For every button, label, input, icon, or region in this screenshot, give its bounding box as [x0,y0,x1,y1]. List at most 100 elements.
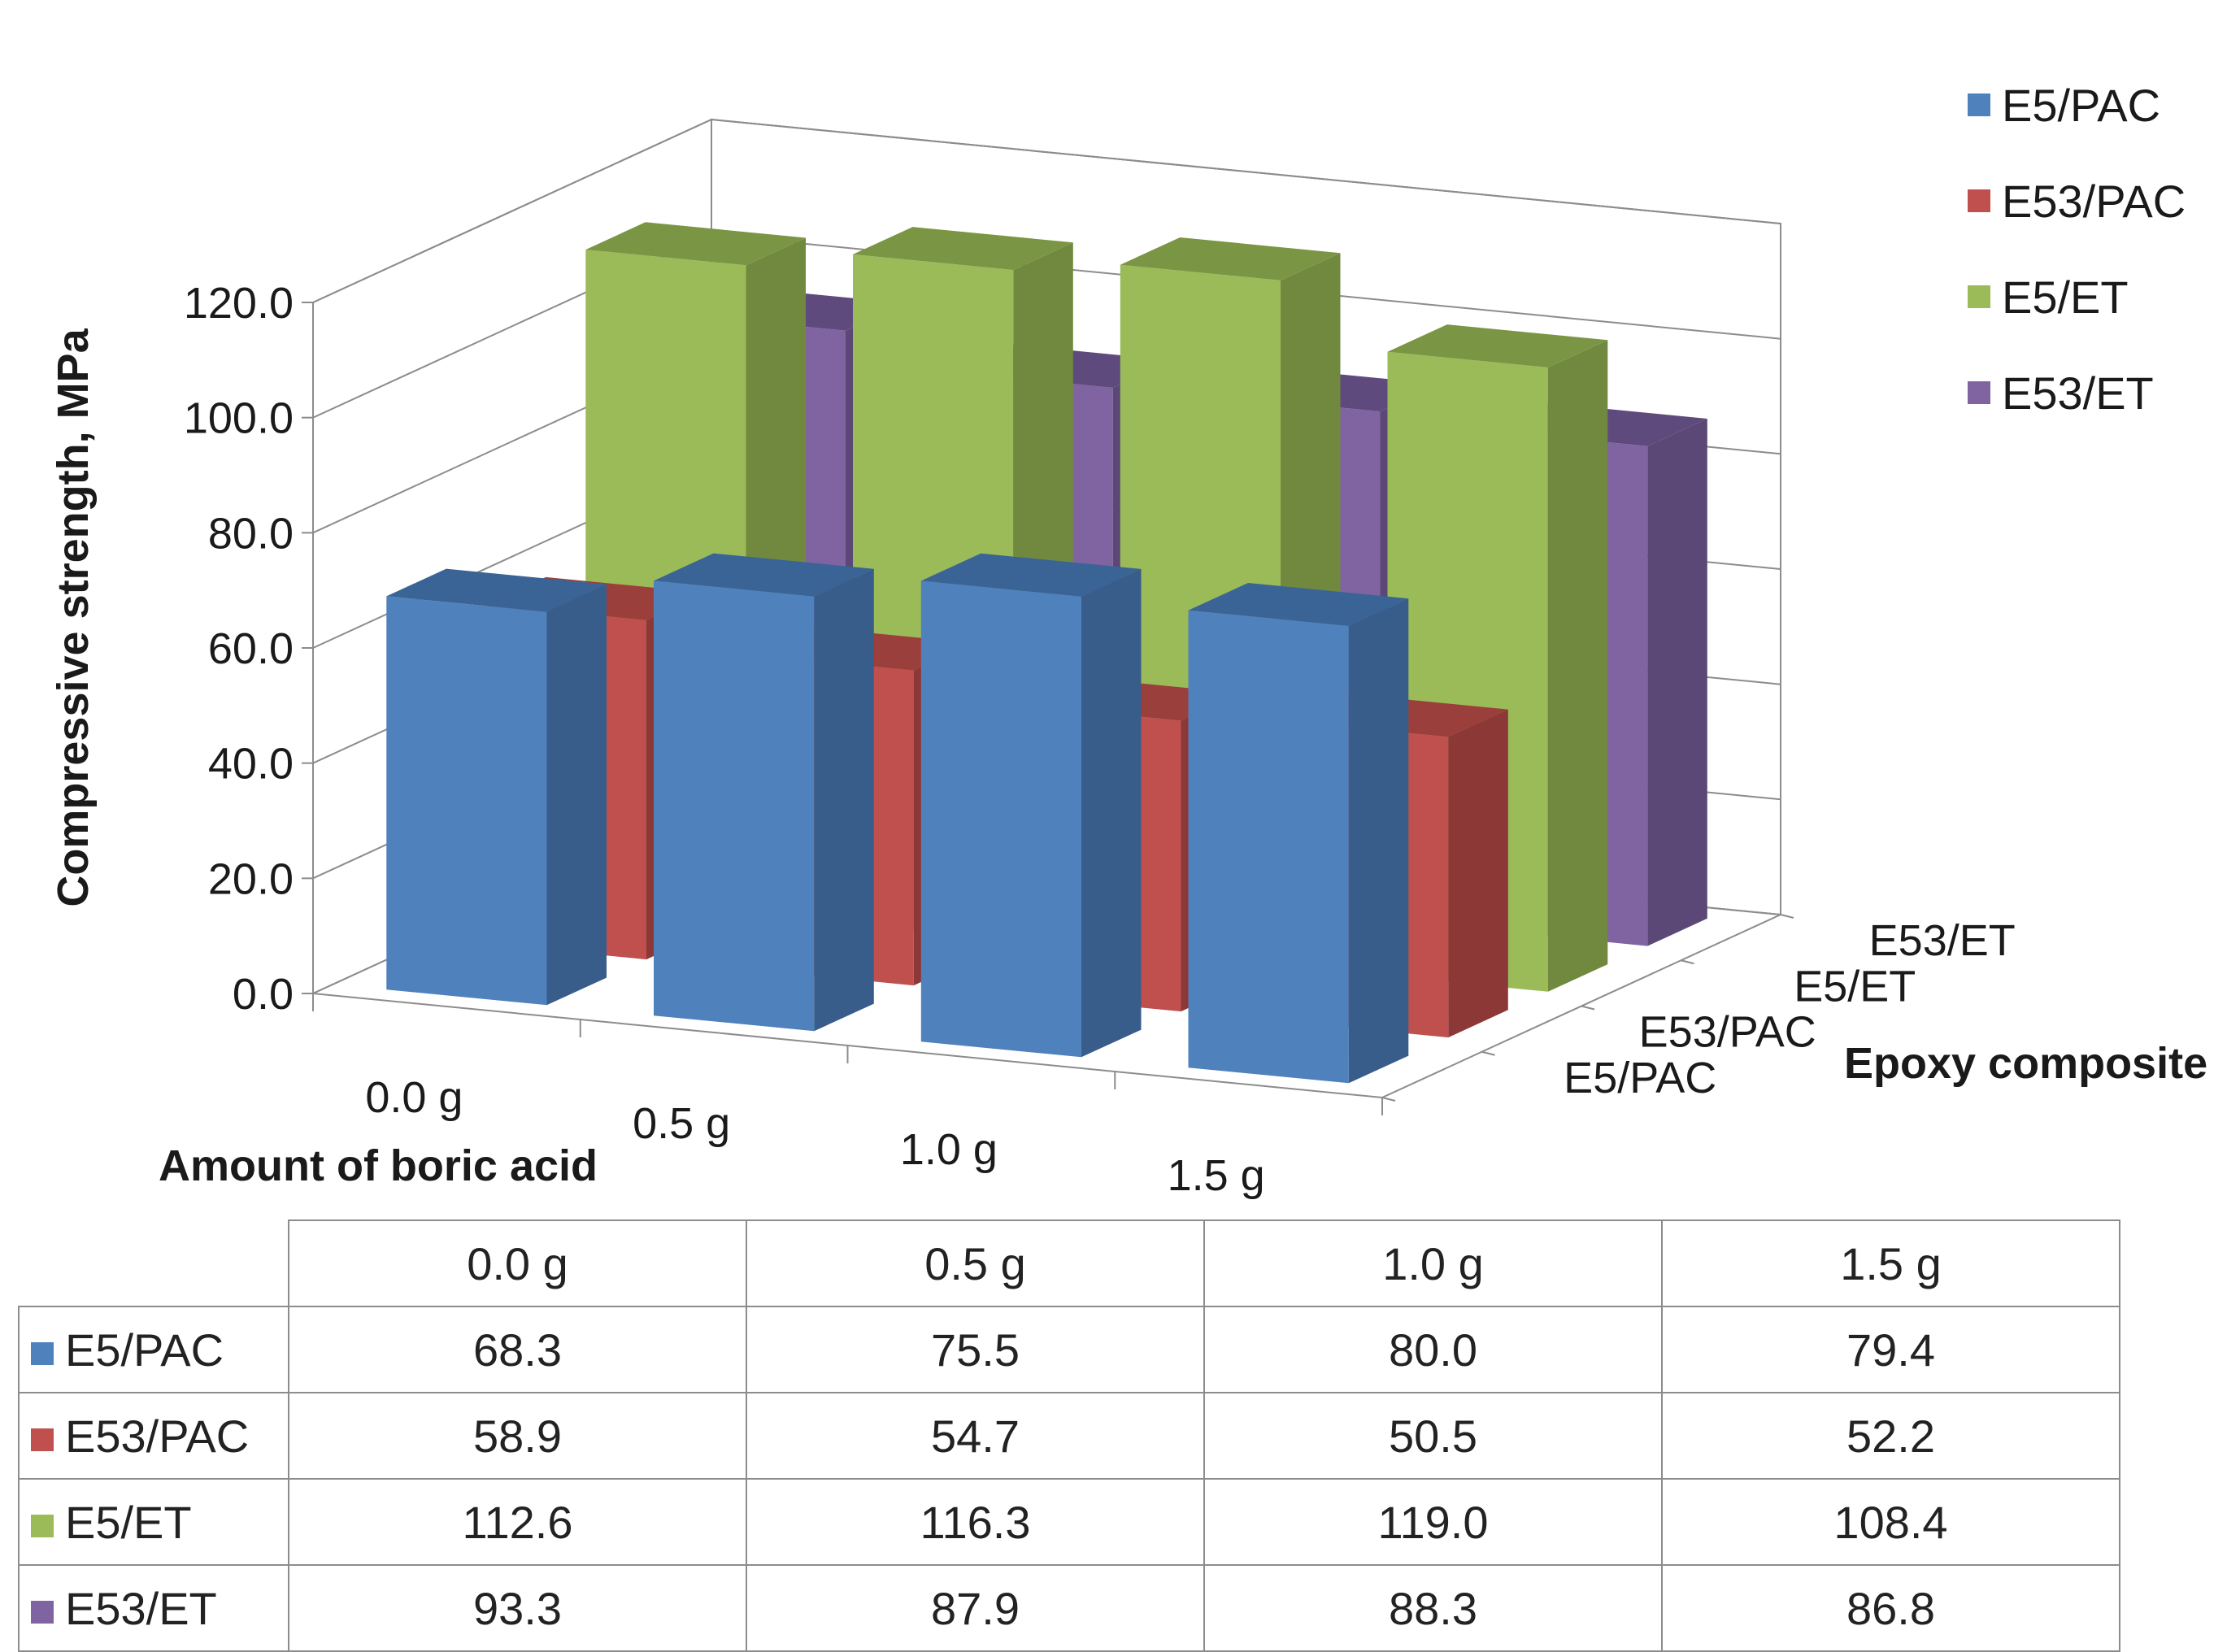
table-cell: 75.5 [746,1306,1205,1393]
bar-top-face [1188,583,1409,626]
chart-bars [386,222,1707,1084]
legend-swatch-icon [1968,189,1990,212]
legend-swatch-icon [31,1514,54,1537]
table-cell: 79.4 [1661,1306,2120,1393]
bar-front-face [920,580,1081,1058]
table-row-header: E5/PAC [18,1306,289,1393]
bar-side-face [1348,598,1409,1084]
z-tick-label: E5/ET [1794,962,1916,1011]
legend-swatch-icon [1968,285,1990,308]
table-cell: 52.2 [1661,1392,2120,1480]
x-tick-label: 0.0 g [365,1073,463,1122]
bar-side-face [1547,340,1608,992]
table-row-header: E53/ET [18,1564,289,1652]
table-row-header: E53/PAC [18,1392,289,1480]
table-header-cell: 0.5 g [746,1219,1205,1307]
x-tick-label: 0.5 g [633,1099,730,1148]
table-row: E5/PAC 68.3 75.5 80.0 79.4 [18,1306,2120,1393]
table-cell: 108.4 [1661,1478,2120,1566]
bar-side-face [1647,419,1707,946]
bar-e5-pac-2 [920,553,1142,1058]
gridline [312,118,1781,303]
bar-front-face [1188,610,1349,1084]
z-tick-mark [1481,1050,1495,1056]
bar-side-face [1081,568,1142,1058]
table-row: E5/ET 112.6 116.3 119.0 108.4 [18,1478,2120,1566]
bar-top-face [1120,237,1341,280]
table-header-cell: 0.0 g [288,1219,747,1307]
y-axis-title: Compressive strength, MPa [49,328,98,906]
table-corner-cell [19,1220,289,1307]
y-tick-label: 80.0 [208,509,294,558]
table-row-label: E5/PAC [65,1324,224,1376]
table-cell: 80.0 [1203,1306,1663,1393]
bar-top-face [1387,324,1608,367]
table-cell: 68.3 [288,1306,747,1393]
legend-swatch-icon [1968,381,1990,404]
data-table: 0.0 g 0.5 g 1.0 g 1.5 g E5/PAC 68.3 75.5… [18,1219,2120,1652]
bar-e5-pac-1 [654,553,874,1032]
table-cell: 88.3 [1203,1564,1663,1652]
legend-label: E53/PAC [2002,175,2186,227]
table-header-row: 0.0 g 0.5 g 1.0 g 1.5 g [19,1219,2120,1307]
y-tick-label: 0.0 [233,970,294,1019]
legend-item: E5/PAC [1968,57,2186,153]
bar-top-face [386,568,607,612]
y-tick-label: 60.0 [208,624,294,673]
table-row: E53/ET 93.3 87.9 88.3 86.8 [18,1564,2120,1652]
table-header-cell: 1.0 g [1203,1219,1663,1307]
legend-label: E53/ET [2002,367,2154,419]
bar-top-face [654,553,874,597]
table-cell: 54.7 [746,1392,1205,1480]
table-cell: 50.5 [1203,1392,1663,1480]
bar-side-face [1448,709,1508,1038]
table-row-label: E5/ET [65,1496,192,1548]
legend-swatch-icon [31,1341,54,1365]
legend-swatch-icon [1968,93,1990,116]
table-cell: 116.3 [746,1478,1205,1566]
z-tick-mark [1581,1005,1595,1011]
x-tick-label: 1.0 g [900,1125,998,1174]
table-cell: 119.0 [1203,1478,1663,1566]
table-row: E53/PAC 58.9 54.7 50.5 52.2 [18,1392,2120,1480]
legend-label: E5/ET [2002,271,2129,323]
y-tick-label: 40.0 [208,740,294,789]
y-tick-label: 20.0 [208,854,294,903]
chart-plot-area: 0.0 20.0 40.0 60.0 80.0 100.0 120.0 0.0 g 0.5 g 1… [49,118,2207,1200]
table-row-label: E53/ET [65,1582,217,1634]
table-cell: 86.8 [1661,1564,2120,1652]
table-cell: 58.9 [288,1392,747,1480]
chart-legend: E5/PAC E53/PAC E5/ET E53/ET [1968,57,2186,441]
y-tick-label: 100.0 [184,394,294,443]
table-row-label: E53/PAC [65,1410,250,1462]
z-tick-mark [1381,1097,1396,1102]
table-cell: 93.3 [288,1564,747,1652]
legend-item: E53/ET [1968,345,2186,441]
bar-e5-pac-0 [386,568,607,1006]
z-tick-mark [1780,914,1794,919]
bar-front-face [654,580,815,1032]
z-tick-mark [1681,959,1694,965]
z-tick-label: E5/PAC [1564,1054,1716,1102]
bar-top-face [920,553,1142,597]
table-header-cell: 1.5 g [1661,1219,2120,1307]
bar-top-face [853,227,1073,271]
z-tick-label: E53/PAC [1639,1008,1816,1057]
legend-item: E5/ET [1968,249,2186,345]
y-tick-label: 120.0 [184,279,294,328]
legend-item: E53/PAC [1968,153,2186,249]
bar-side-face [814,568,874,1032]
bar-top-face [585,222,806,266]
bar-side-face [546,584,607,1006]
chart-axis-ticks [302,302,1794,1115]
legend-swatch-icon [31,1600,54,1624]
x-axis-title: Amount of boric acid [159,1141,598,1190]
table-row-header: E5/ET [18,1478,289,1566]
legend-swatch-icon [31,1428,54,1451]
bar-e5-pac-3 [1188,583,1409,1084]
table-cell: 87.9 [746,1564,1205,1652]
z-axis-title: Epoxy composite [1844,1039,2207,1088]
legend-label: E5/PAC [2002,79,2161,131]
table-cell: 112.6 [288,1478,747,1566]
bar-front-face [386,596,547,1006]
